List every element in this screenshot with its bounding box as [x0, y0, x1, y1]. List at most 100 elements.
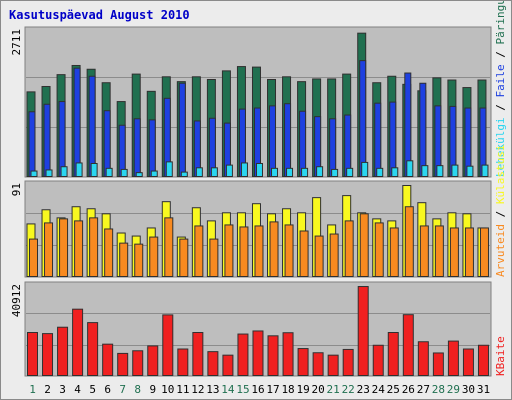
- kbytes-bar-31: [477, 344, 489, 376]
- x-label-2: 2: [44, 383, 51, 396]
- kbytes-bar-16: [252, 330, 264, 376]
- kbytes-bar-14: [222, 354, 234, 377]
- kbytes-bar-15: [237, 333, 249, 377]
- files-bar-21: [331, 168, 339, 177]
- files-bar-30: [466, 165, 474, 178]
- files-bar-3: [60, 166, 68, 177]
- kbytes-bar-9: [147, 345, 159, 377]
- kbytes-bar-26: [402, 314, 414, 376]
- hosts-bar-16: [254, 225, 264, 277]
- hosts-bar-20: [314, 235, 324, 278]
- kbytes-bar-10: [162, 314, 174, 377]
- kbytes-bar-12: [192, 332, 204, 377]
- hosts-bar-3: [59, 218, 69, 278]
- hosts-bar-21: [329, 233, 339, 277]
- hosts-bar-18: [284, 224, 294, 278]
- kbytes-bar-5: [87, 322, 99, 376]
- x-label-22: 22: [342, 383, 355, 396]
- x-label-10: 10: [161, 383, 174, 396]
- files-bar-1: [30, 170, 38, 178]
- files-bar-15: [240, 162, 248, 178]
- files-bar-8: [135, 172, 143, 177]
- pages-bar-27: [419, 82, 427, 177]
- files-bar-29: [451, 164, 459, 178]
- files-bar-14: [225, 164, 233, 178]
- x-label-23: 23: [357, 383, 370, 396]
- kbytes-bar-6: [102, 343, 114, 376]
- kbytes-bar-28: [432, 352, 444, 376]
- pages-bar-8: [133, 118, 141, 178]
- kbytes-bar-20: [312, 352, 324, 377]
- files-bar-25: [391, 167, 399, 178]
- pages-bar-11: [178, 82, 186, 177]
- kbytes-bar-11: [177, 348, 189, 376]
- x-label-19: 19: [296, 383, 309, 396]
- kbytes-bar-8: [132, 350, 144, 377]
- hosts-bar-14: [224, 224, 234, 278]
- x-label-9: 9: [149, 383, 156, 396]
- x-label-8: 8: [134, 383, 141, 396]
- files-bar-11: [180, 171, 188, 177]
- legend-hosts: Arvuteid: [494, 224, 507, 277]
- legend-sep-1: /: [494, 98, 507, 118]
- x-label-21: 21: [327, 383, 340, 396]
- hosts-bar-13: [209, 238, 219, 277]
- x-label-16: 16: [251, 383, 264, 396]
- pages-bar-3: [58, 101, 66, 177]
- files-bar-6: [105, 167, 113, 178]
- legend-hits: Külastusi: [494, 145, 507, 205]
- hosts-bar-31: [479, 227, 489, 277]
- kbytes-bar-3: [57, 326, 69, 377]
- hosts-bar-12: [194, 225, 204, 277]
- pages-bar-23: [359, 60, 367, 177]
- pages-bar-19: [299, 110, 307, 177]
- x-label-28: 28: [432, 383, 445, 396]
- files-bar-10: [165, 161, 173, 177]
- kbytes-bar-22: [342, 348, 354, 376]
- x-label-31: 31: [477, 383, 490, 396]
- panel-3-legend: KBaite: [494, 336, 507, 376]
- files-bar-22: [346, 167, 354, 178]
- files-bar-31: [481, 164, 489, 178]
- pages-bar-25: [389, 101, 397, 177]
- files-bar-4: [75, 162, 83, 178]
- pages-bar-22: [344, 114, 352, 177]
- hosts-bar-24: [374, 222, 384, 278]
- files-bar-13: [210, 167, 218, 178]
- hosts-bar-25: [389, 227, 399, 277]
- pages-bar-6: [103, 110, 111, 177]
- legend-sep-2: /: [494, 45, 507, 65]
- hosts-bar-27: [419, 225, 429, 277]
- panel-2-legend: Arvuteid / Külastusi: [494, 145, 507, 277]
- hosts-bar-28: [434, 225, 444, 277]
- x-label-14: 14: [221, 383, 235, 396]
- kbytes-bar-13: [207, 351, 219, 376]
- pages-bar-9: [148, 119, 156, 177]
- panel-2-ymax-label: 91: [10, 183, 23, 196]
- files-bar-16: [255, 162, 263, 178]
- hosts-bar-7: [119, 242, 129, 277]
- kbytes-bar-30: [462, 348, 474, 376]
- hosts-bar-10: [164, 217, 174, 278]
- files-bar-9: [150, 170, 158, 178]
- x-label-13: 13: [206, 383, 219, 396]
- kbytes-bar-4: [72, 308, 84, 376]
- hosts-bar-5: [89, 217, 99, 278]
- files-bar-17: [271, 167, 279, 178]
- hosts-bar-19: [299, 230, 309, 277]
- files-bar-26: [406, 160, 414, 177]
- kbytes-bar-1: [27, 332, 38, 377]
- files-bar-12: [195, 167, 203, 178]
- kbytes-bar-29: [447, 340, 459, 376]
- pages-bar-1: [28, 111, 36, 177]
- hosts-bar-29: [449, 227, 459, 277]
- kbytes-bar-18: [282, 332, 294, 376]
- files-bar-24: [376, 167, 384, 178]
- kbytes-bar-17: [267, 335, 279, 376]
- x-label-15: 15: [236, 383, 249, 396]
- hosts-bar-22: [344, 220, 354, 277]
- files-bar-5: [90, 162, 98, 178]
- panel-1-legend: Lehekülgi / Faile / Päringud: [494, 1, 507, 177]
